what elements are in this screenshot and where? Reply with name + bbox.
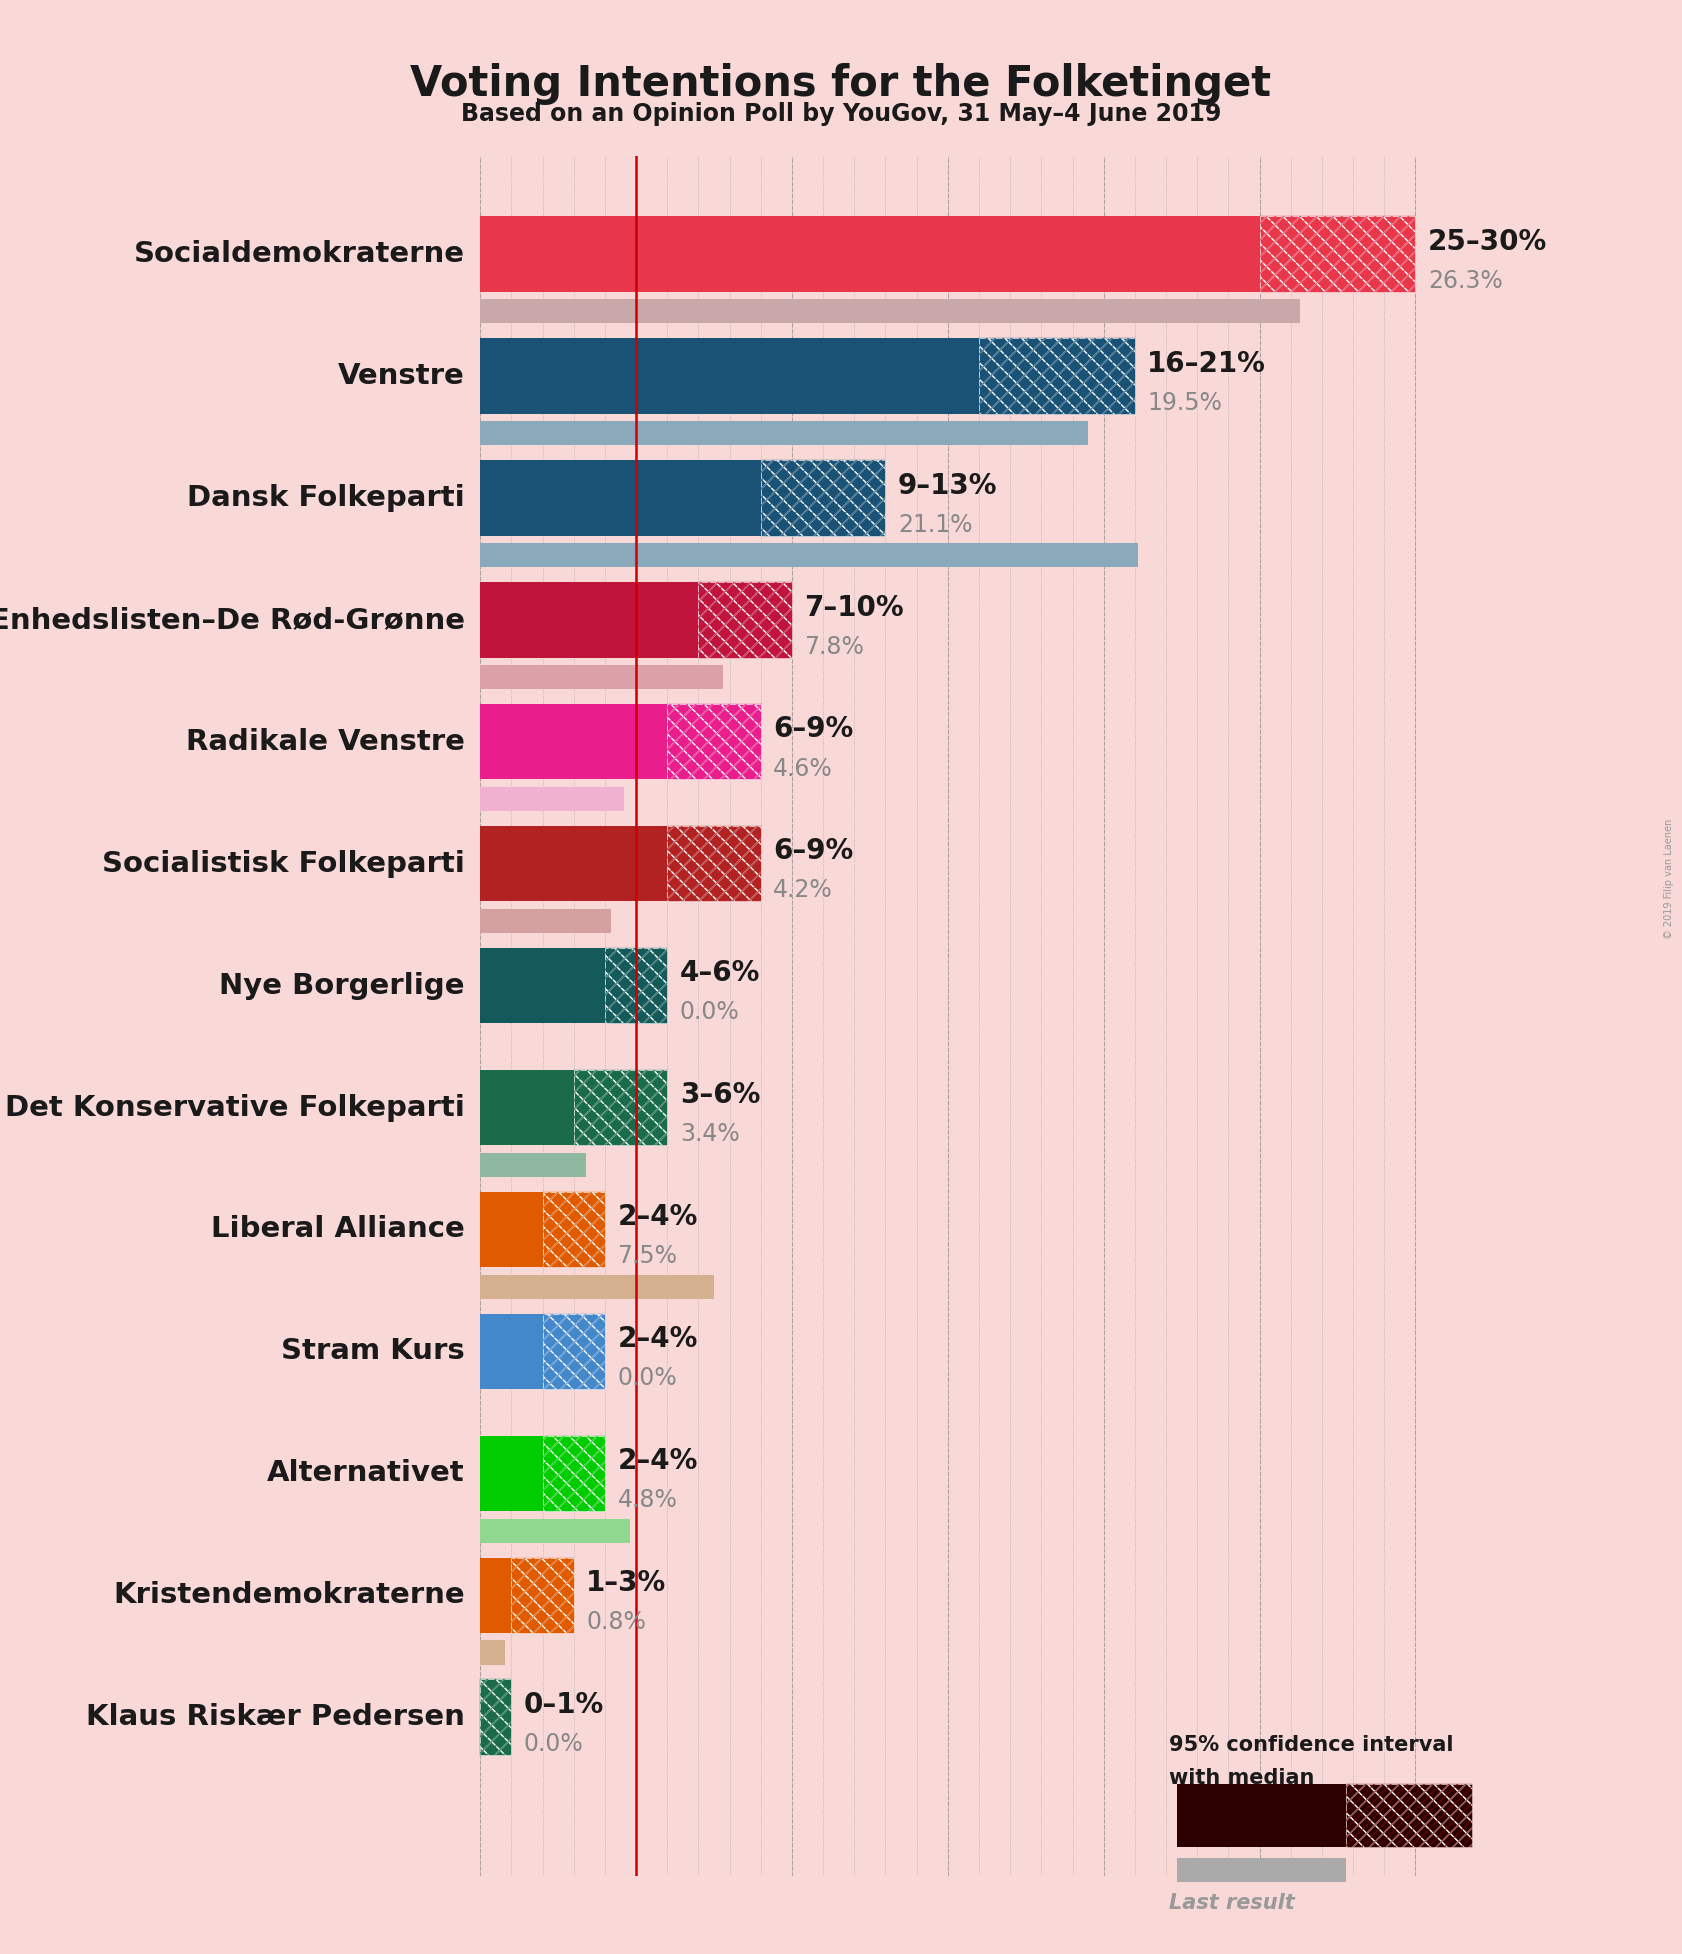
- Bar: [668, 827, 760, 901]
- Bar: [481, 1069, 574, 1145]
- Text: 4.2%: 4.2%: [774, 879, 833, 903]
- Text: 2–4%: 2–4%: [617, 1325, 698, 1354]
- Bar: [481, 338, 979, 414]
- Bar: [698, 582, 792, 658]
- Bar: [481, 1518, 631, 1544]
- Bar: [760, 459, 885, 535]
- Text: 3.4%: 3.4%: [680, 1122, 740, 1147]
- Text: 4.8%: 4.8%: [617, 1489, 678, 1512]
- Text: Voting Intentions for the Folketinget: Voting Intentions for the Folketinget: [410, 63, 1272, 104]
- Bar: [1260, 217, 1415, 291]
- Text: Socialistisk Folkeparti: Socialistisk Folkeparti: [103, 850, 464, 877]
- Bar: [481, 909, 611, 934]
- Text: 2–4%: 2–4%: [617, 1204, 698, 1231]
- Bar: [481, 827, 668, 901]
- Text: Stram Kurs: Stram Kurs: [281, 1337, 464, 1366]
- Text: 21.1%: 21.1%: [898, 512, 972, 537]
- Bar: [481, 299, 1300, 324]
- Bar: [606, 948, 668, 1024]
- Bar: [481, 1192, 543, 1268]
- Bar: [1260, 217, 1415, 291]
- Text: 6–9%: 6–9%: [774, 715, 853, 743]
- Text: 0–1%: 0–1%: [525, 1690, 604, 1720]
- Bar: [606, 948, 668, 1024]
- Text: 26.3%: 26.3%: [1428, 270, 1502, 293]
- Text: 16–21%: 16–21%: [1147, 350, 1267, 377]
- Bar: [481, 217, 1260, 291]
- Bar: [481, 420, 1088, 446]
- Bar: [543, 1192, 606, 1268]
- Bar: [481, 1680, 511, 1755]
- Text: 1–3%: 1–3%: [587, 1569, 666, 1596]
- Text: Klaus Riskær Pedersen: Klaus Riskær Pedersen: [86, 1704, 464, 1731]
- Text: Nye Borgerlige: Nye Borgerlige: [219, 971, 464, 1000]
- Bar: [574, 1069, 668, 1145]
- Bar: [481, 582, 698, 658]
- Bar: [543, 1313, 606, 1389]
- Text: 7.8%: 7.8%: [804, 635, 865, 658]
- Text: 9–13%: 9–13%: [898, 471, 997, 500]
- Text: 0.0%: 0.0%: [680, 1000, 740, 1024]
- Text: Liberal Alliance: Liberal Alliance: [210, 1215, 464, 1243]
- Text: 6–9%: 6–9%: [774, 838, 853, 866]
- Bar: [511, 1557, 574, 1634]
- Text: Kristendemokraterne: Kristendemokraterne: [113, 1581, 464, 1610]
- Bar: [574, 1069, 668, 1145]
- Bar: [668, 827, 760, 901]
- Text: Dansk Folkeparti: Dansk Folkeparti: [187, 485, 464, 512]
- Bar: [698, 582, 792, 658]
- Text: 7–10%: 7–10%: [804, 594, 905, 621]
- Bar: [481, 543, 1139, 567]
- Text: 25–30%: 25–30%: [1428, 229, 1547, 256]
- Bar: [668, 703, 760, 780]
- Text: 4.6%: 4.6%: [774, 756, 833, 780]
- Text: Last result: Last result: [1169, 1893, 1295, 1913]
- Text: 3–6%: 3–6%: [680, 1081, 760, 1110]
- Text: Based on an Opinion Poll by YouGov, 31 May–4 June 2019: Based on an Opinion Poll by YouGov, 31 M…: [461, 102, 1221, 125]
- Bar: [979, 338, 1135, 414]
- Bar: [668, 703, 760, 780]
- Text: Venstre: Venstre: [338, 361, 464, 391]
- Bar: [481, 1153, 587, 1176]
- Bar: [481, 703, 668, 780]
- Bar: [543, 1192, 606, 1268]
- Text: 0.0%: 0.0%: [617, 1366, 678, 1391]
- Bar: [481, 1313, 543, 1389]
- Bar: [481, 1274, 715, 1299]
- Text: Radikale Venstre: Radikale Venstre: [185, 727, 464, 756]
- Text: 2–4%: 2–4%: [617, 1448, 698, 1475]
- Text: 4–6%: 4–6%: [680, 959, 760, 987]
- Text: 95% confidence interval: 95% confidence interval: [1169, 1735, 1453, 1755]
- Bar: [511, 1557, 574, 1634]
- Text: with median: with median: [1169, 1768, 1314, 1788]
- Text: 19.5%: 19.5%: [1147, 391, 1223, 414]
- Bar: [543, 1436, 606, 1510]
- Bar: [543, 1313, 606, 1389]
- Bar: [543, 1436, 606, 1510]
- Text: © 2019 Filip van Laenen: © 2019 Filip van Laenen: [1663, 819, 1674, 940]
- Bar: [979, 338, 1135, 414]
- Bar: [481, 1557, 511, 1634]
- Text: Enhedslisten–De Rød-Grønne: Enhedslisten–De Rød-Grønne: [0, 606, 464, 633]
- Bar: [481, 1641, 505, 1665]
- Text: Alternativet: Alternativet: [267, 1460, 464, 1487]
- Bar: [481, 787, 624, 811]
- Bar: [760, 459, 885, 535]
- Text: 7.5%: 7.5%: [617, 1245, 678, 1268]
- Text: 0.0%: 0.0%: [525, 1731, 584, 1757]
- Bar: [481, 948, 606, 1024]
- Bar: [481, 1436, 543, 1510]
- Bar: [481, 664, 723, 690]
- Text: 0.8%: 0.8%: [587, 1610, 646, 1634]
- Bar: [481, 459, 760, 535]
- Text: Socialdemokraterne: Socialdemokraterne: [135, 240, 464, 268]
- Bar: [481, 1680, 511, 1755]
- Text: Det Konservative Folkeparti: Det Konservative Folkeparti: [5, 1094, 464, 1122]
